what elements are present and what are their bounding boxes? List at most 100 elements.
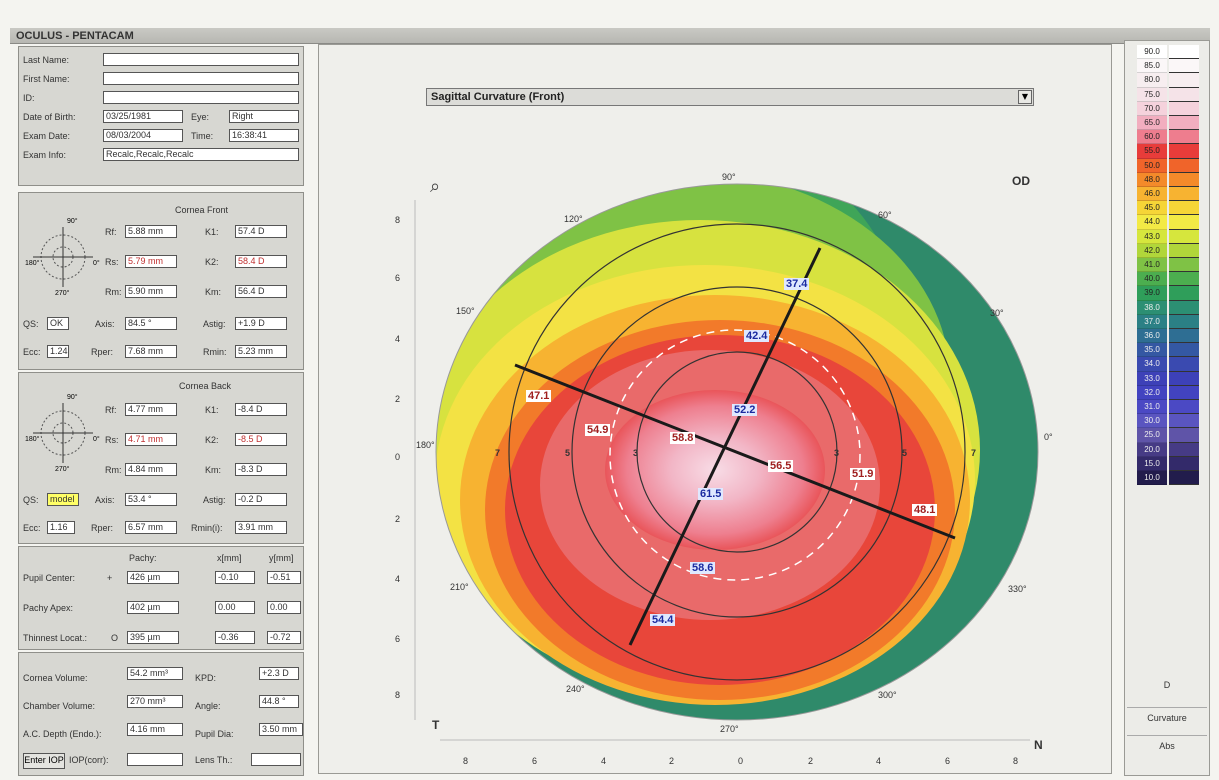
last-name-field[interactable] (103, 53, 299, 66)
color-scale-swatch: 42.0 (1137, 243, 1167, 258)
dial-left-label: 180° (25, 435, 40, 443)
cornea-volume-label: Cornea Volume: (23, 673, 88, 683)
ring-label: 5 (565, 448, 571, 458)
color-scale-tick (1169, 116, 1199, 131)
color-scale-swatch: 70.0 (1137, 101, 1167, 116)
angle-label: 30° (990, 308, 1004, 318)
cf-rf-label: Rf: (105, 227, 117, 237)
cb-rf-label: Rf: (105, 405, 117, 415)
angle-label: 210° (450, 582, 469, 592)
pupil-center-pachy: 426 µm (127, 571, 179, 584)
color-scale-tick (1169, 59, 1199, 74)
color-scale-swatch: 44.0 (1137, 215, 1167, 230)
cb-rf-field: 4.77 mm (125, 403, 177, 416)
ring-label: 3 (834, 448, 840, 458)
eye-field[interactable]: Right (229, 110, 299, 123)
cb-rmin-field: 3.91 mm (235, 521, 287, 534)
exam-date-field[interactable]: 08/03/2004 (103, 129, 183, 142)
thinnest-label: Thinnest Locat.: (23, 633, 88, 643)
color-scale-swatch: 35.0 (1137, 343, 1167, 358)
color-scale-swatch: 40.0 (1137, 272, 1167, 287)
cf-rmin-field: 5.23 mm (235, 345, 287, 358)
thinnest-x: -0.36 (215, 631, 255, 644)
value-label: 48.1 (912, 504, 938, 516)
color-scale-tick (1169, 471, 1199, 486)
color-scale-tick (1169, 101, 1199, 116)
angle-label: 150° (456, 306, 475, 316)
first-name-field[interactable] (103, 72, 299, 85)
cb-rm-label: Rm: (105, 465, 122, 475)
color-scale-tick (1169, 385, 1199, 400)
pupil-dia-field: 3.50 mm (259, 723, 303, 736)
x-tick: 2 (808, 756, 814, 766)
x-tick: 6 (532, 756, 538, 766)
cf-rf-field: 5.88 mm (125, 225, 177, 238)
color-scale-swatch: 39.0 (1137, 286, 1167, 301)
pupil-center-y: -0.51 (267, 571, 301, 584)
cornea-front-panel: Cornea Front 90° 270° 180° 0° Rf: 5.88 m… (18, 192, 304, 370)
color-scale-swatch: 25.0 (1137, 428, 1167, 443)
iop-corr-field[interactable] (127, 753, 183, 766)
search-icon[interactable]: ⌕ (430, 176, 441, 196)
angle-label: Angle: (195, 701, 221, 711)
cb-astig-label: Astig: (203, 495, 226, 505)
color-scale-tick (1169, 442, 1199, 457)
color-scale-tick (1169, 456, 1199, 471)
chevron-down-icon[interactable]: ▼ (1018, 90, 1032, 104)
exam-info-field[interactable]: Recalc,Recalc,Recalc (103, 148, 299, 161)
color-scale-swatch: 80.0 (1137, 73, 1167, 88)
color-scale-tick (1169, 87, 1199, 102)
x-col-header: x[mm] (217, 553, 242, 563)
lens-th-field[interactable] (251, 753, 301, 766)
ring-label: 3 (633, 448, 639, 458)
cf-rm-field: 5.90 mm (125, 285, 177, 298)
cf-k2-label: K2: (205, 257, 219, 267)
abs-scale-button[interactable]: Abs (1127, 735, 1207, 756)
map-type-dropdown[interactable]: Sagittal Curvature (Front) ▼ (426, 88, 1034, 106)
color-scale-swatch: 60.0 (1137, 130, 1167, 145)
ring-label: 7 (971, 448, 977, 458)
nasal-label: N (1034, 738, 1043, 752)
kpd-label: KPD: (195, 673, 217, 683)
dial-bottom-label: 270° (55, 289, 70, 297)
value-label: 54.9 (585, 424, 611, 436)
id-field[interactable] (103, 91, 299, 104)
cb-ecc-field: 1.16 (47, 521, 75, 534)
dial-left-label: 180° (25, 259, 40, 267)
color-scale-swatch: 31.0 (1137, 400, 1167, 415)
pupil-center-x: -0.10 (215, 571, 255, 584)
unit-label: D (1163, 680, 1171, 690)
pachy-col-header: Pachy: (129, 553, 157, 563)
cb-ecc-label: Ecc: (23, 523, 41, 533)
pachy-apex-x: 0.00 (215, 601, 255, 614)
time-field[interactable]: 16:38:41 (229, 129, 299, 142)
cb-axis-label: Axis: (95, 495, 115, 505)
value-label: 58.6 (690, 562, 716, 574)
value-label: 56.5 (768, 460, 794, 472)
color-scale-tick (1169, 428, 1199, 443)
chamber-volume-field: 270 mm³ (127, 695, 183, 708)
enter-iop-button[interactable]: Enter IOP (23, 753, 65, 769)
cb-qs-label: QS: (23, 495, 39, 505)
cb-k1-field: -8.4 D (235, 403, 287, 416)
thinnest-y: -0.72 (267, 631, 301, 644)
dob-field[interactable]: 03/25/1981 (103, 110, 183, 123)
window-title: OCULUS - PENTACAM (10, 28, 1210, 44)
color-scale-swatch: 15.0 (1137, 456, 1167, 471)
cf-rmin-label: Rmin: (203, 347, 227, 357)
id-label: ID: (23, 93, 35, 103)
curvature-mode-button[interactable]: Curvature (1127, 707, 1207, 728)
color-scale-swatch: 85.0 (1137, 59, 1167, 74)
color-scale-swatch: 46.0 (1137, 187, 1167, 202)
angle-label: 60° (878, 210, 892, 220)
angle-label: 330° (1008, 584, 1027, 594)
dial-right-label: 0° (93, 435, 100, 443)
color-scale-tick (1169, 215, 1199, 230)
cf-rm-label: Rm: (105, 287, 122, 297)
angle-label: 0° (1044, 432, 1053, 442)
cf-rs-field: 5.79 mm (125, 255, 177, 268)
y-tick: 0 (395, 452, 401, 462)
x-tick: 4 (601, 756, 607, 766)
lens-th-label: Lens Th.: (195, 755, 233, 765)
cb-k2-label: K2: (205, 435, 219, 445)
